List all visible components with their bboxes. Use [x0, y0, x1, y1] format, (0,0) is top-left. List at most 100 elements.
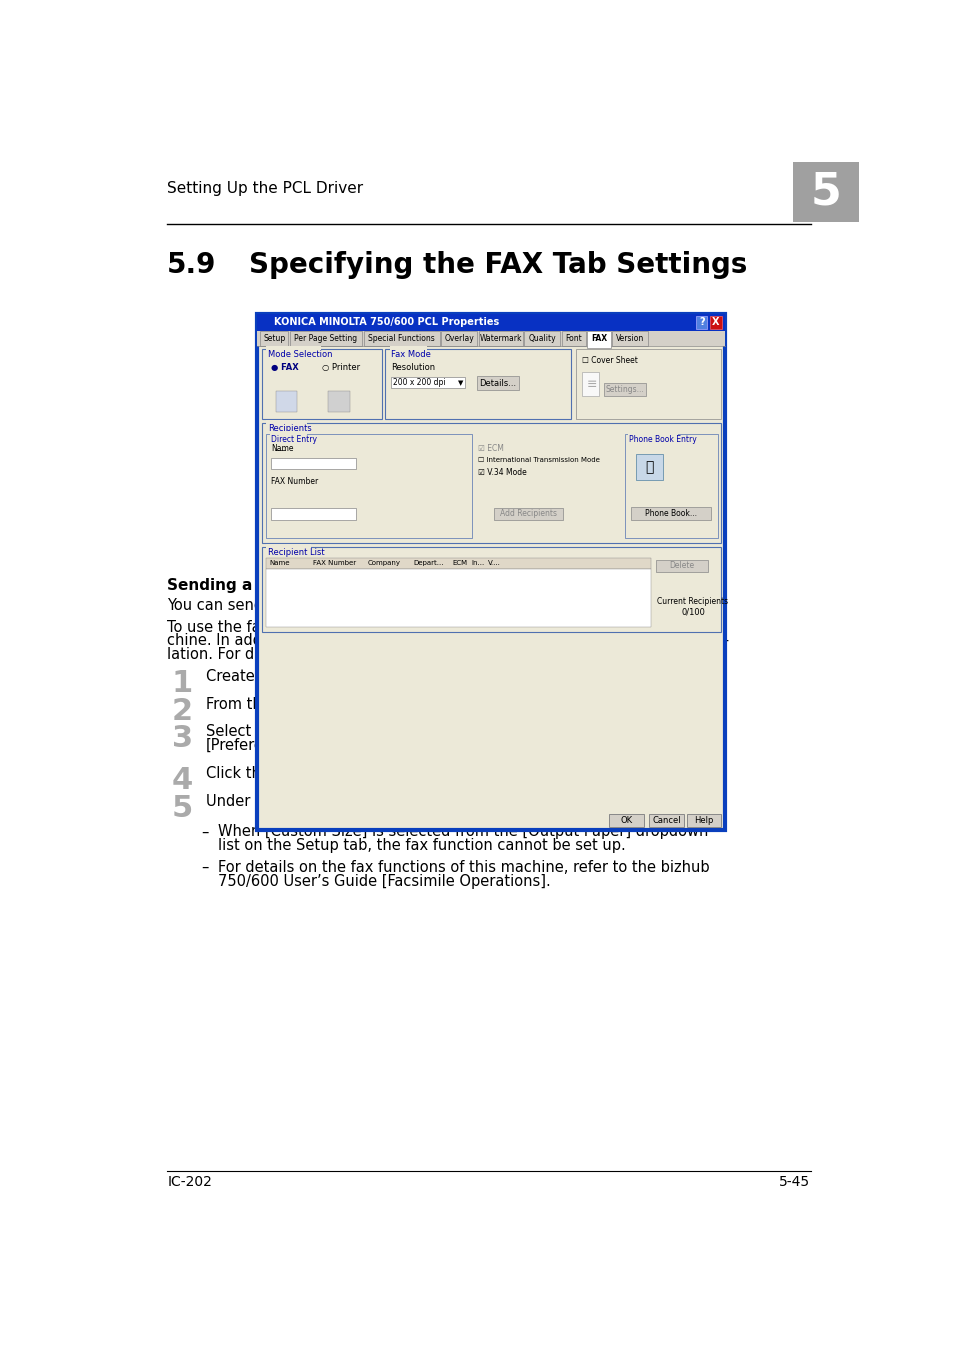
Text: Recipients: Recipients [268, 425, 312, 433]
Text: Company: Company [367, 561, 400, 566]
FancyBboxPatch shape [266, 544, 311, 552]
Text: [Preferences].: [Preferences]. [206, 738, 308, 753]
Text: ☐ Cover Sheet: ☐ Cover Sheet [581, 356, 638, 365]
Text: Fax Mode: Fax Mode [391, 350, 431, 360]
Text: 5-45: 5-45 [779, 1175, 810, 1188]
FancyBboxPatch shape [270, 431, 307, 438]
FancyBboxPatch shape [257, 314, 724, 331]
Text: You can send your created data by fax.: You can send your created data by fax. [167, 598, 454, 612]
Text: 0/100: 0/100 [680, 607, 704, 617]
Text: Special Functions: Special Functions [368, 334, 435, 343]
FancyBboxPatch shape [561, 331, 585, 346]
FancyBboxPatch shape [275, 391, 297, 412]
FancyBboxPatch shape [271, 508, 356, 519]
Text: ▼: ▼ [457, 380, 463, 387]
Text: ● FAX: ● FAX [271, 364, 298, 372]
FancyBboxPatch shape [524, 331, 559, 346]
Text: 5: 5 [810, 170, 841, 214]
FancyBboxPatch shape [709, 316, 721, 329]
Text: Help: Help [694, 817, 713, 825]
FancyBboxPatch shape [390, 346, 427, 354]
Text: KONICA MINOLTA 750/600 PCL Properties: KONICA MINOLTA 750/600 PCL Properties [274, 318, 499, 327]
Text: ○ Printer: ○ Printer [322, 364, 360, 372]
FancyBboxPatch shape [686, 814, 720, 827]
FancyBboxPatch shape [627, 431, 678, 438]
FancyBboxPatch shape [261, 349, 381, 419]
Text: 750/600 User’s Guide [Facsimile Operations].: 750/600 User’s Guide [Facsimile Operatio… [218, 873, 551, 888]
Text: ECM: ECM [452, 561, 467, 566]
FancyBboxPatch shape [493, 508, 562, 519]
Text: Setup: Setup [263, 334, 285, 343]
Text: 4: 4 [172, 767, 193, 795]
Text: From the [File] menu, select [Print].: From the [File] menu, select [Print]. [206, 696, 465, 711]
Text: ☐ International Transmission Mode: ☐ International Transmission Mode [477, 457, 599, 464]
Text: 3: 3 [172, 725, 193, 753]
FancyBboxPatch shape [476, 376, 518, 391]
Text: FAX Number: FAX Number [313, 561, 355, 566]
FancyBboxPatch shape [266, 434, 472, 538]
Text: Create the data you want to send using any application.: Create the data you want to send using a… [206, 669, 618, 684]
Text: To use the fax function, you must install the optional fax kit onto this ma-: To use the fax function, you must instal… [167, 619, 706, 634]
Text: Recipient List: Recipient List [268, 548, 324, 557]
FancyBboxPatch shape [649, 814, 683, 827]
FancyBboxPatch shape [441, 331, 476, 346]
Text: FAX: FAX [590, 334, 606, 343]
Text: Watermark: Watermark [479, 334, 521, 343]
FancyBboxPatch shape [271, 458, 356, 469]
Text: Direct Entry: Direct Entry [271, 435, 316, 443]
Text: Resolution: Resolution [391, 364, 435, 372]
FancyBboxPatch shape [261, 548, 720, 631]
Text: Setting Up the PCL Driver: Setting Up the PCL Driver [167, 181, 363, 196]
Text: Cancel: Cancel [652, 817, 680, 825]
Text: Add Recipients: Add Recipients [499, 508, 557, 518]
Text: ≡: ≡ [586, 377, 597, 391]
Text: OK: OK [619, 817, 632, 825]
FancyBboxPatch shape [257, 331, 724, 346]
Text: Select the KONICA MINOLTA 750/600 PCL printer, and then click the: Select the KONICA MINOLTA 750/600 PCL pr… [206, 725, 700, 740]
Text: Phone Book Entry: Phone Book Entry [629, 435, 697, 443]
Text: Version: Version [616, 334, 643, 343]
Text: chine. In addition, you must enable the fax kit on the Option tab after instal-: chine. In addition, you must enable the … [167, 634, 729, 649]
Text: Click the [FAX] tab.: Click the [FAX] tab. [206, 767, 346, 781]
FancyBboxPatch shape [793, 162, 858, 222]
Text: ☑ ECM: ☑ ECM [477, 443, 503, 453]
Text: Name: Name [271, 443, 294, 453]
FancyBboxPatch shape [624, 434, 717, 538]
Text: When [Custom Size] is selected from the [Output Paper] dropdown: When [Custom Size] is selected from the … [218, 825, 708, 840]
Text: FAX Number: FAX Number [271, 477, 318, 487]
Text: 5.9: 5.9 [167, 251, 216, 280]
FancyBboxPatch shape [478, 331, 522, 346]
FancyBboxPatch shape [655, 560, 707, 572]
Text: Specifying the FAX Tab Settings: Specifying the FAX Tab Settings [249, 251, 747, 280]
Text: X: X [712, 318, 719, 327]
Text: –: – [201, 825, 209, 840]
FancyBboxPatch shape [261, 423, 720, 542]
Text: lation. For details, refer to page 5-57.: lation. For details, refer to page 5-57. [167, 648, 441, 662]
Text: Details...: Details... [478, 379, 516, 388]
Text: Depart...: Depart... [414, 561, 444, 566]
Text: list on the Setup tab, the fax function cannot be set up.: list on the Setup tab, the fax function … [218, 838, 625, 853]
Text: 200 x 200 dpi: 200 x 200 dpi [393, 379, 445, 387]
Text: For details on the fax functions of this machine, refer to the bizhub: For details on the fax functions of this… [218, 860, 709, 875]
FancyBboxPatch shape [266, 558, 650, 569]
Text: Delete: Delete [669, 561, 694, 571]
FancyBboxPatch shape [630, 507, 711, 519]
Text: 📞: 📞 [644, 460, 653, 475]
FancyBboxPatch shape [385, 349, 571, 419]
FancyBboxPatch shape [266, 420, 307, 427]
Text: In...: In... [472, 561, 485, 566]
Text: Phone Book...: Phone Book... [644, 508, 697, 518]
FancyBboxPatch shape [603, 383, 645, 396]
FancyBboxPatch shape [266, 569, 650, 627]
Text: Font: Font [565, 334, 581, 343]
FancyBboxPatch shape [581, 372, 598, 396]
Text: 1: 1 [172, 669, 193, 698]
Text: Overlay: Overlay [444, 334, 474, 343]
Text: 2: 2 [172, 696, 193, 726]
FancyBboxPatch shape [695, 316, 707, 329]
Text: Sending a Fax: Sending a Fax [167, 579, 288, 594]
FancyBboxPatch shape [575, 349, 720, 419]
Text: Per Page Setting: Per Page Setting [294, 334, 357, 343]
Text: 5: 5 [172, 794, 193, 822]
Text: –: – [201, 860, 209, 875]
